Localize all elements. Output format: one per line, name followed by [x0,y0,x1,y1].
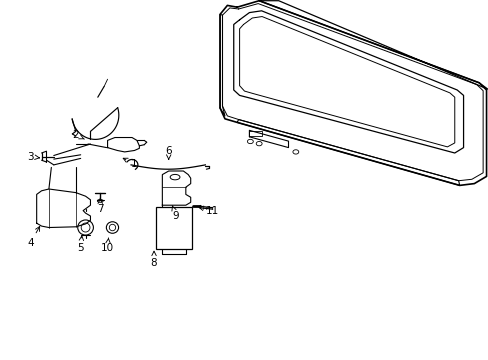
Text: 5: 5 [77,236,84,253]
Ellipse shape [78,220,93,235]
Ellipse shape [170,175,180,180]
Bar [155,207,192,249]
Text: 11: 11 [199,206,219,216]
Ellipse shape [81,223,90,232]
Text: 2: 2 [72,130,84,140]
Text: 10: 10 [101,238,114,253]
Text: 1: 1 [123,158,138,169]
Text: 6: 6 [165,146,172,159]
Text: 9: 9 [172,206,179,221]
Text: 8: 8 [150,251,157,268]
Text: 3: 3 [27,152,40,162]
Bar [249,131,261,136]
Ellipse shape [106,222,119,233]
Ellipse shape [109,224,116,231]
Ellipse shape [97,199,103,202]
Text: 4: 4 [27,226,40,248]
Text: 7: 7 [97,198,103,214]
